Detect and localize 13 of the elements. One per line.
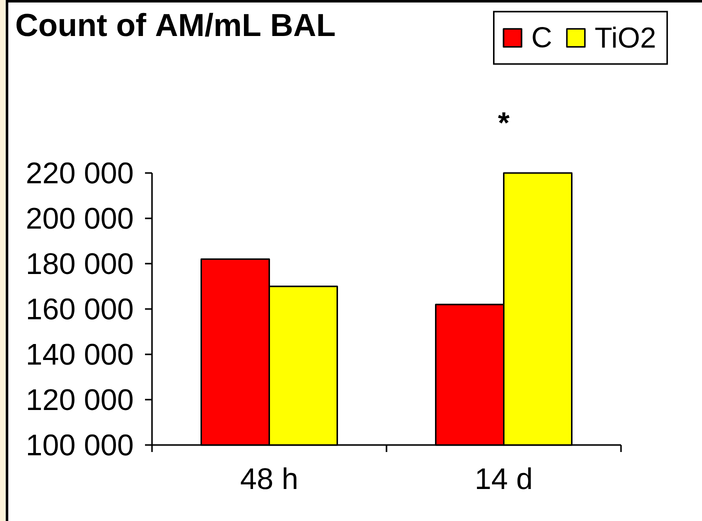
y-tick-label: 180 000: [28, 253, 133, 274]
y-tick-label: 100 000: [28, 434, 133, 456]
annotation: *: [498, 112, 510, 124]
y-tick-label: 120 000: [28, 389, 133, 410]
x-tick-label: 14 d: [476, 467, 531, 490]
x-tick-label: 48 h: [240, 467, 296, 490]
legend-label: TiO2: [595, 26, 655, 48]
legend-label: C: [532, 27, 552, 48]
y-tick-label: 140 000: [28, 344, 133, 365]
y-tick-label: 200 000: [27, 208, 133, 229]
chart-title: Count of AM/mL BAL: [16, 12, 335, 37]
y-tick-label: 220 000: [27, 162, 133, 184]
y-tick-label: 160 000: [28, 298, 133, 320]
